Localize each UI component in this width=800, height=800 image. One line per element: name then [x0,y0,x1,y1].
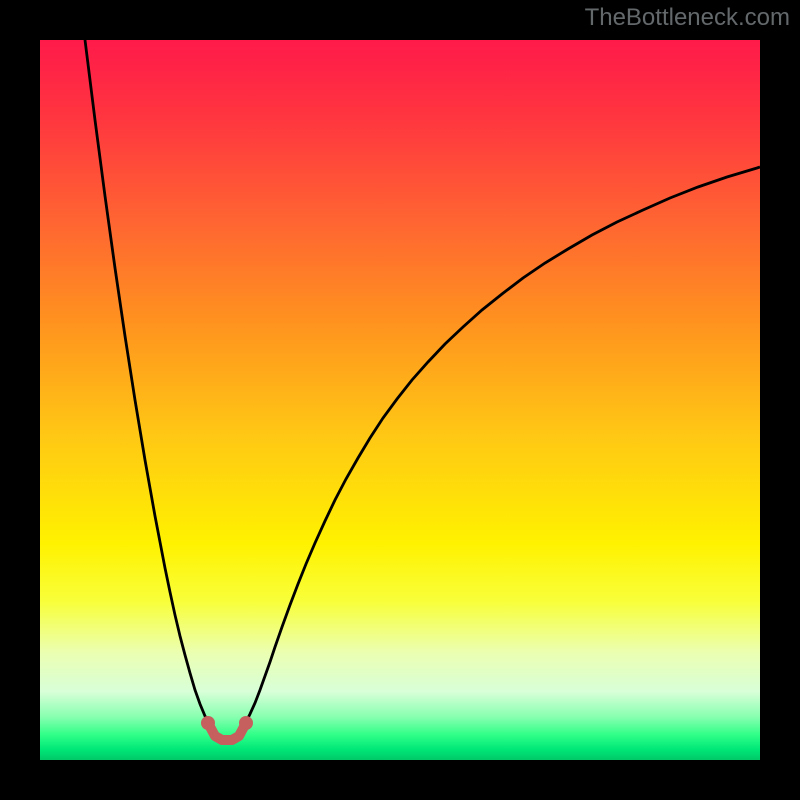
plot-background [40,40,760,760]
curve-marker [239,716,253,730]
chart-container: TheBottleneck.com [0,0,800,800]
curve-marker [201,716,215,730]
bottleneck-chart [0,0,800,800]
watermark-text: TheBottleneck.com [585,4,790,32]
